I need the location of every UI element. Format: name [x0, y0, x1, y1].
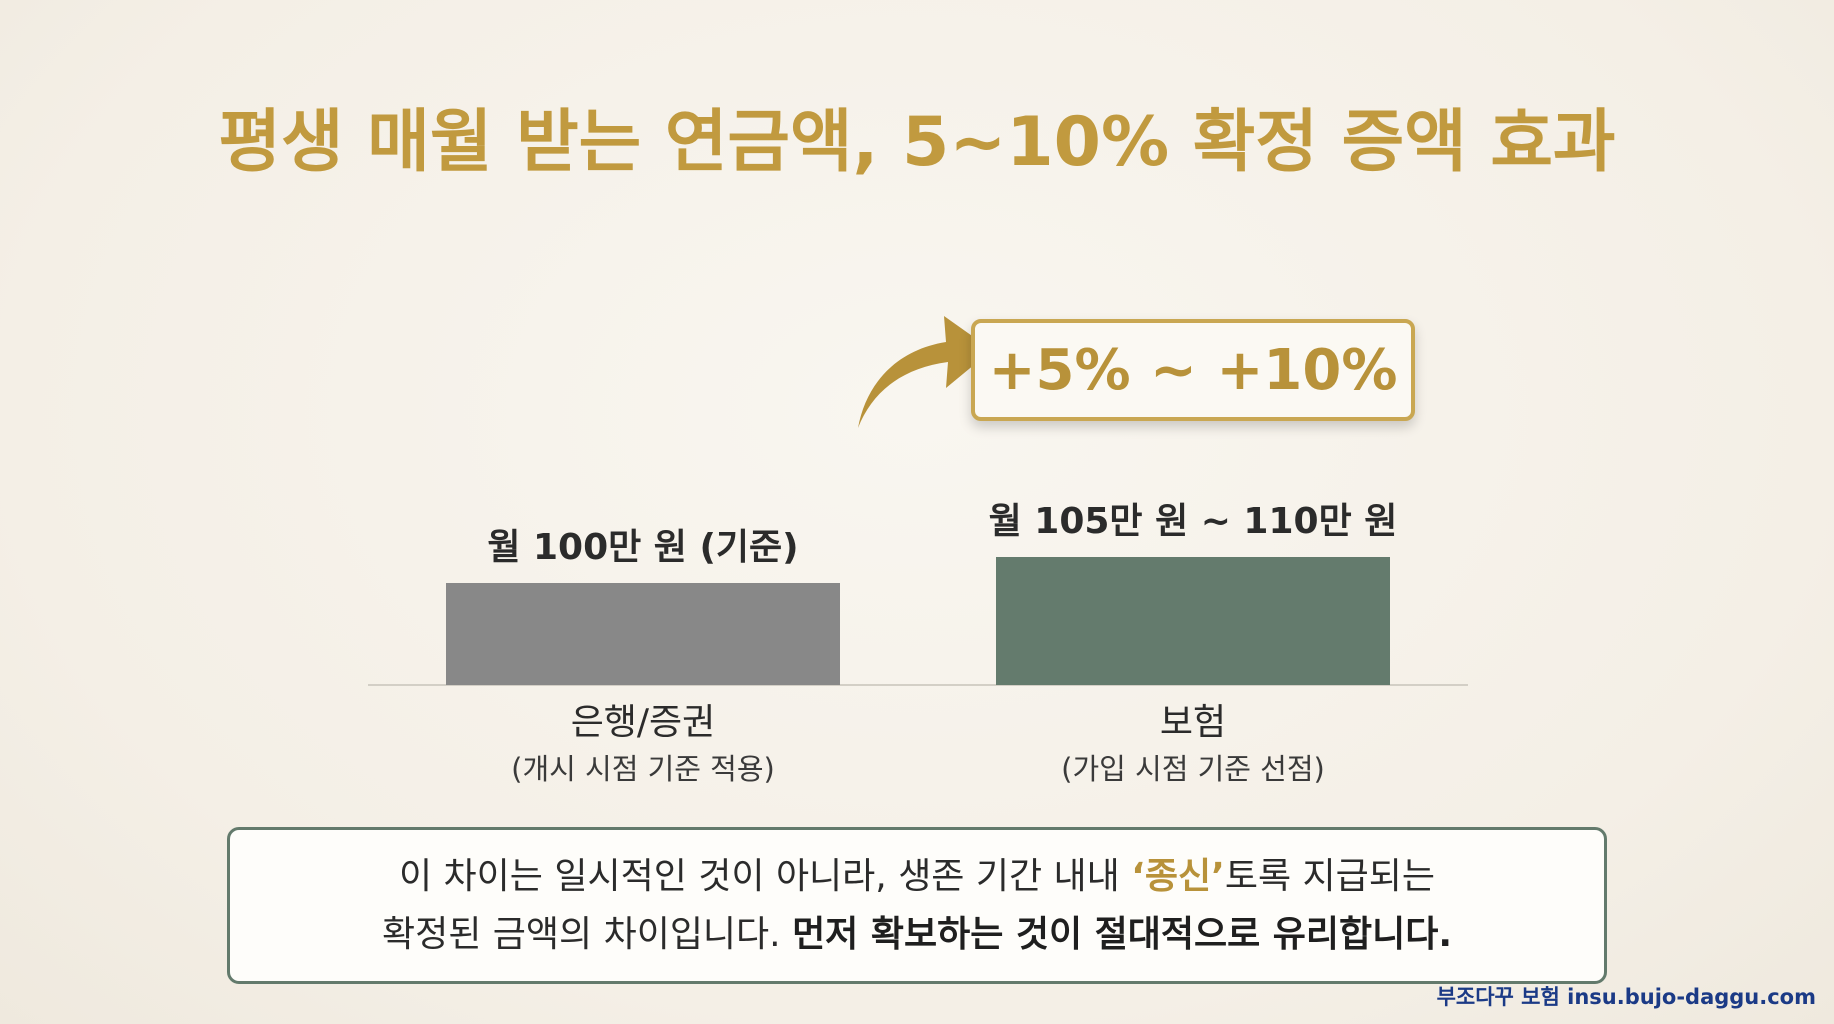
bar-value-label: 월 100만 원 (기준) [487, 527, 798, 568]
bar-value-label: 월 105만 원 ~ 110만 원 [989, 501, 1398, 542]
note-text: 이 차이는 일시적인 것이 아니라, 생존 기간 내내 [398, 855, 1132, 897]
curved-arrow-icon [858, 316, 992, 428]
category-label: 보험 [1160, 702, 1226, 743]
bar-bank-securities [446, 583, 840, 685]
note-text: 확정된 금액의 차이입니다. [381, 913, 793, 955]
note-line-2: 확정된 금액의 차이입니다. 먼저 확보하는 것이 절대적으로 유리합니다. [382, 906, 1452, 964]
note-emphasis: 먼저 확보하는 것이 절대적으로 유리합니다. [792, 913, 1453, 955]
note-box: 이 차이는 일시적인 것이 아니라, 생존 기간 내내 ‘종신’토록 지급되는 … [227, 827, 1607, 984]
category-note: (가입 시점 기준 선점) [1061, 752, 1325, 786]
note-text: 토록 지급되는 [1224, 855, 1436, 897]
note-highlight: ‘종신’ [1131, 855, 1225, 897]
footer-credit: 부조다꾸 보험 insu.bujo-daggu.com [1436, 985, 1816, 1009]
page-title: 평생 매월 받는 연금액, 5~10% 확정 증액 효과 [218, 103, 1616, 182]
category-note: (개시 시점 기준 적용) [511, 752, 775, 786]
note-line-1: 이 차이는 일시적인 것이 아니라, 생존 기간 내내 ‘종신’토록 지급되는 [399, 848, 1435, 906]
category-label: 은행/증권 [571, 702, 716, 743]
bar-insurance [996, 557, 1390, 685]
increase-callout: +5% ~ +10% [971, 319, 1415, 421]
